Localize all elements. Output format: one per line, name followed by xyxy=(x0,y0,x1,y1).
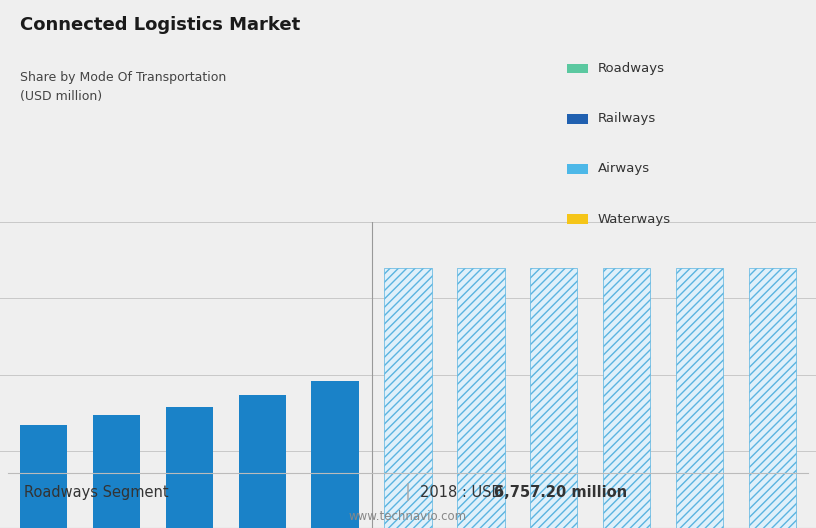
Text: |: | xyxy=(405,483,411,501)
Text: Roadways: Roadways xyxy=(597,62,664,75)
Wedge shape xyxy=(412,327,494,474)
Text: Share by Mode Of Transportation
(USD million): Share by Mode Of Transportation (USD mil… xyxy=(20,71,227,103)
Bar xyxy=(384,268,432,528)
Wedge shape xyxy=(330,408,460,490)
Bar xyxy=(93,414,140,528)
Bar xyxy=(530,268,578,528)
Bar xyxy=(676,268,723,528)
Text: Waterways: Waterways xyxy=(597,213,671,225)
Bar xyxy=(20,425,68,528)
Bar xyxy=(748,268,796,528)
Wedge shape xyxy=(368,327,412,369)
Text: 6,757.20 million: 6,757.20 million xyxy=(494,485,627,499)
Bar xyxy=(166,407,213,528)
Text: Connected Logistics Market: Connected Logistics Market xyxy=(20,15,300,33)
Bar xyxy=(457,268,504,528)
Text: www.technavio.com: www.technavio.com xyxy=(349,510,467,523)
Text: Roadways Segment: Roadways Segment xyxy=(24,485,169,499)
Wedge shape xyxy=(330,340,387,408)
Text: 2018 : USD: 2018 : USD xyxy=(420,485,508,499)
Bar xyxy=(603,268,650,528)
Text: Railways: Railways xyxy=(597,112,656,125)
Text: Airways: Airways xyxy=(597,163,650,175)
Bar xyxy=(312,381,359,528)
Bar xyxy=(238,395,286,528)
